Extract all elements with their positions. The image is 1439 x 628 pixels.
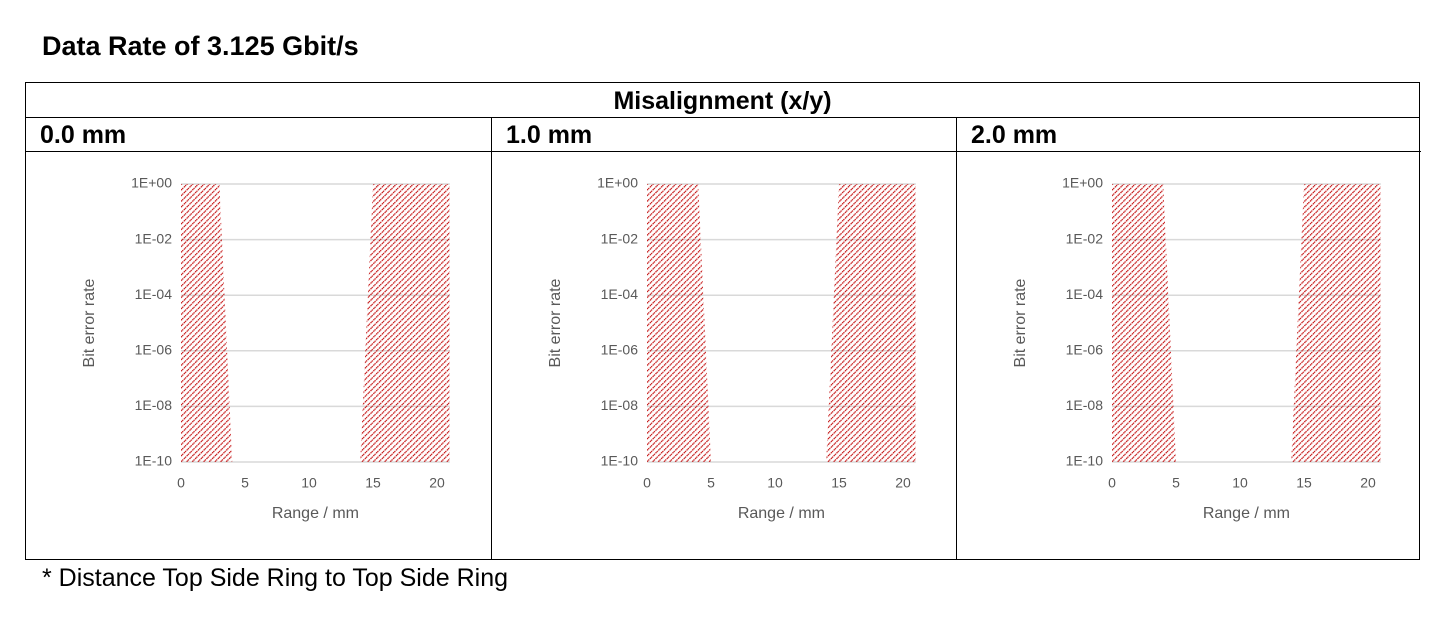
x-tick-label: 20 bbox=[1360, 475, 1376, 491]
table-header: Misalignment (x/y) bbox=[26, 83, 1419, 118]
y-axis-title: Bit error rate bbox=[547, 278, 564, 367]
y-tick-label: 1E-04 bbox=[1066, 286, 1104, 302]
x-tick-label: 10 bbox=[767, 475, 783, 491]
page-title: Data Rate of 3.125 Gbit/s bbox=[42, 31, 359, 61]
column-header: 0.0 mm bbox=[26, 117, 491, 152]
chart: 1E-10 1E-08 1E-06 1E-04 1E-02 1E+00 0 5 10 15 20 Ra… bbox=[81, 175, 450, 522]
x-tick-label: 15 bbox=[1296, 475, 1312, 491]
y-tick-label: 1E-02 bbox=[135, 230, 173, 246]
y-tick-label: 1E-04 bbox=[135, 286, 173, 302]
x-tick-label: 10 bbox=[301, 475, 317, 491]
y-tick-label: 1E+00 bbox=[131, 175, 172, 191]
y-tick-label: 1E-10 bbox=[135, 453, 173, 469]
y-tick-label: 1E-06 bbox=[601, 342, 639, 358]
area bbox=[647, 184, 916, 462]
y-tick-label: 1E-10 bbox=[1066, 453, 1104, 469]
area bbox=[181, 184, 450, 462]
x-axis-title: Range / mm bbox=[738, 505, 825, 522]
x-tick-label: 5 bbox=[707, 475, 715, 491]
x-tick-label: 20 bbox=[895, 475, 911, 491]
table: Misalignment (x/y) 0.0 mm 1E-10 1E-08 1E-0… bbox=[25, 82, 1421, 560]
column-header: 1.0 mm bbox=[492, 117, 956, 152]
y-tick-label: 1E-04 bbox=[601, 286, 639, 302]
x-tick-label: 10 bbox=[1232, 475, 1248, 491]
y-axis-title: Bit error rate bbox=[1012, 278, 1029, 367]
table-column: 1.0 mm 1E-10 1E-08 1E-06 1E-04 1E-02 1E+00 0 5 1… bbox=[491, 117, 956, 559]
x-tick-label: 20 bbox=[429, 475, 445, 491]
y-tick-label: 1E-08 bbox=[1066, 397, 1104, 413]
chart: 1E-10 1E-08 1E-06 1E-04 1E-02 1E+00 0 5 10 15 20 Ra… bbox=[547, 175, 916, 522]
y-tick-label: 1E-02 bbox=[1066, 230, 1104, 246]
x-tick-label: 15 bbox=[831, 475, 847, 491]
chart: 1E-10 1E-08 1E-06 1E-04 1E-02 1E+00 0 5 10 15 20 Ra… bbox=[1012, 175, 1381, 522]
table-column: 2.0 mm 1E-10 1E-08 1E-06 1E-04 1E-02 1E+00 0 5 1… bbox=[956, 117, 1421, 559]
y-tick-label: 1E-06 bbox=[1066, 342, 1104, 358]
y-tick-label: 1E+00 bbox=[597, 175, 638, 191]
x-tick-label: 0 bbox=[643, 475, 651, 491]
y-tick-label: 1E-06 bbox=[135, 342, 173, 358]
y-tick-label: 1E+00 bbox=[1062, 175, 1103, 191]
x-axis-title: Range / mm bbox=[272, 505, 359, 522]
x-tick-label: 5 bbox=[241, 475, 249, 491]
x-tick-label: 15 bbox=[365, 475, 381, 491]
x-tick-label: 5 bbox=[1172, 475, 1180, 491]
x-axis-title: Range / mm bbox=[1203, 505, 1290, 522]
y-tick-label: 1E-02 bbox=[601, 230, 639, 246]
x-tick-label: 0 bbox=[177, 475, 185, 491]
column-header: 2.0 mm bbox=[957, 117, 1421, 152]
x-tick-label: 0 bbox=[1108, 475, 1116, 491]
y-axis-title: Bit error rate bbox=[81, 278, 98, 367]
table-column: 0.0 mm 1E-10 1E-08 1E-06 1E-04 1E-02 1E+00 0 5 1… bbox=[26, 117, 491, 559]
footnote: * Distance Top Side Ring to Top Side Rin… bbox=[42, 564, 509, 592]
y-tick-label: 1E-08 bbox=[601, 397, 639, 413]
area bbox=[1112, 184, 1381, 462]
y-tick-label: 1E-08 bbox=[135, 397, 173, 413]
y-tick-label: 1E-10 bbox=[601, 453, 639, 469]
